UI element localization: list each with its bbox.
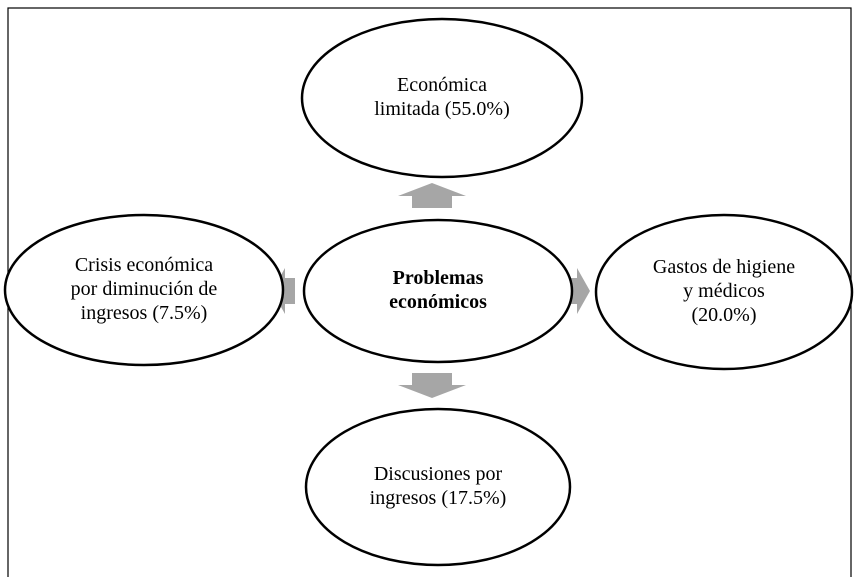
node-label-line: Económica [397,74,487,96]
node-label: Crisis económica por diminución de ingreso… [71,254,218,324]
arrow-up [398,183,466,208]
node-label-line: por diminución de [71,278,218,300]
node-label-line: (20.0%) [692,304,757,326]
node-label-line: ingresos (17.5%) [370,487,507,509]
node-ellipse [594,213,854,371]
arrow-down [398,373,466,398]
node-label-line: económicos [389,291,487,313]
node-label-line: ingresos (7.5%) [81,302,208,324]
node-ellipse [302,218,574,364]
node-label-line: Crisis económica [75,254,213,276]
node-label: Gastos de higiene y médicos (20.0%) [653,256,795,326]
node-label-line: limitada (55.0%) [374,98,510,120]
node-label-line: Discusiones por [374,463,503,485]
arrow-right [569,268,590,314]
node-label-line: Gastos de higiene [653,256,795,278]
node-label: Problemas económicos [389,267,487,313]
node-ellipse [3,213,285,367]
node-label-line: Problemas [393,267,484,289]
node-label-line: y médicos [683,280,765,302]
node-label: Discusiones por ingresos (17.5%) [370,463,507,509]
node-label: Económica limitada (55.0%) [374,74,510,120]
node-ellipse [304,407,572,567]
node-ellipse [300,17,584,179]
